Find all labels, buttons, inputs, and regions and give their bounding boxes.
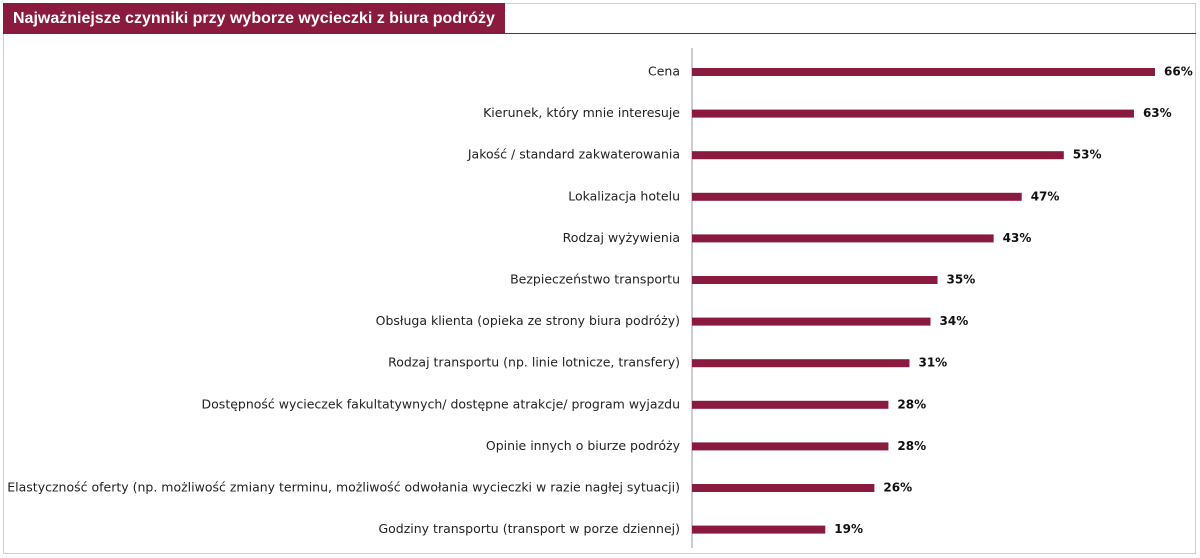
bar (692, 317, 931, 326)
value-label: 35% (947, 273, 976, 287)
title-divider (3, 33, 1196, 34)
bar (692, 484, 875, 492)
bar (692, 234, 994, 243)
value-label: 63% (1143, 106, 1172, 120)
category-label: Rodzaj transportu (np. linie lotnicze, t… (388, 355, 680, 370)
value-label: 19% (834, 522, 863, 536)
category-label: Elastyczność oferty (np. możliwość zmian… (7, 480, 680, 495)
bar (692, 68, 1155, 76)
category-label: Dostępność wycieczek fakultatywnych/ dos… (202, 396, 680, 411)
category-label: Opinie innych o biurze podróży (486, 438, 681, 453)
bar (692, 442, 889, 451)
value-label: 53% (1073, 148, 1102, 162)
bar (692, 276, 938, 284)
value-label: 34% (940, 314, 969, 328)
category-label: Jakość / standard zakwaterowania (467, 147, 680, 162)
category-label: Cena (648, 64, 680, 79)
bar (692, 400, 889, 409)
category-label: Godziny transportu (transport w porze dz… (378, 521, 680, 536)
category-label: Bezpieczeństwo transportu (510, 272, 680, 287)
value-label: 28% (897, 397, 926, 411)
chart-frame (3, 3, 1196, 554)
value-label: 43% (1003, 231, 1032, 245)
bar (692, 192, 1022, 201)
bar (692, 359, 910, 368)
value-label: 66% (1164, 65, 1193, 79)
bar (692, 151, 1064, 160)
value-label: 26% (883, 481, 912, 495)
category-label: Rodzaj wyżywienia (563, 230, 680, 245)
category-label: Obsługa klienta (opieka ze strony biura … (376, 313, 680, 328)
value-label: 31% (918, 356, 947, 370)
value-label: 47% (1031, 189, 1060, 203)
category-label: Kierunek, który mnie interesuje (483, 105, 680, 120)
chart-title: Najważniejsze czynniki przy wyborze wyci… (3, 3, 505, 34)
bar (692, 525, 826, 534)
bar (692, 109, 1134, 118)
category-label: Lokalizacja hotelu (568, 188, 680, 203)
value-label: 28% (897, 439, 926, 453)
